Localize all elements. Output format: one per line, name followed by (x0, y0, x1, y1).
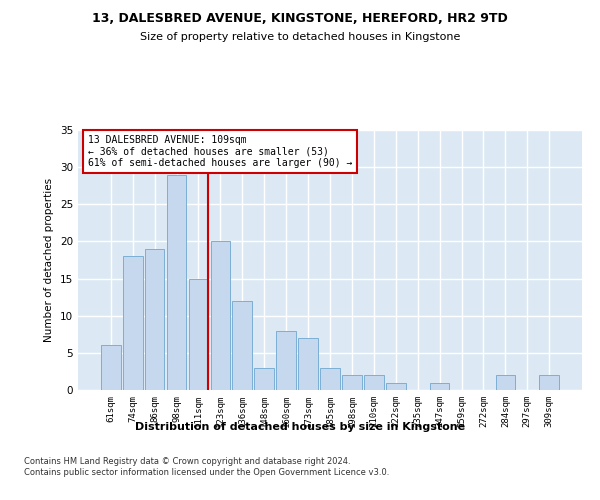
Bar (188, 278, 208, 390)
Text: Size of property relative to detached houses in Kingstone: Size of property relative to detached ho… (140, 32, 460, 42)
Bar (211, 242, 230, 390)
Text: 13 DALESBRED AVENUE: 109sqm
← 36% of detached houses are smaller (53)
61% of sem: 13 DALESBRED AVENUE: 109sqm ← 36% of det… (88, 135, 352, 168)
Bar (496, 375, 515, 390)
Bar (276, 330, 296, 390)
Y-axis label: Number of detached properties: Number of detached properties (44, 178, 55, 342)
Bar (342, 375, 362, 390)
Bar (386, 382, 406, 390)
Text: Contains HM Land Registry data © Crown copyright and database right 2024.
Contai: Contains HM Land Registry data © Crown c… (24, 458, 389, 477)
Bar (320, 368, 340, 390)
Bar (167, 174, 187, 390)
Bar (298, 338, 318, 390)
Bar (101, 346, 121, 390)
Bar (539, 375, 559, 390)
Bar (430, 382, 449, 390)
Bar (145, 249, 164, 390)
Bar (123, 256, 143, 390)
Text: Distribution of detached houses by size in Kingstone: Distribution of detached houses by size … (135, 422, 465, 432)
Bar (232, 301, 252, 390)
Bar (254, 368, 274, 390)
Bar (364, 375, 384, 390)
Text: 13, DALESBRED AVENUE, KINGSTONE, HEREFORD, HR2 9TD: 13, DALESBRED AVENUE, KINGSTONE, HEREFOR… (92, 12, 508, 26)
